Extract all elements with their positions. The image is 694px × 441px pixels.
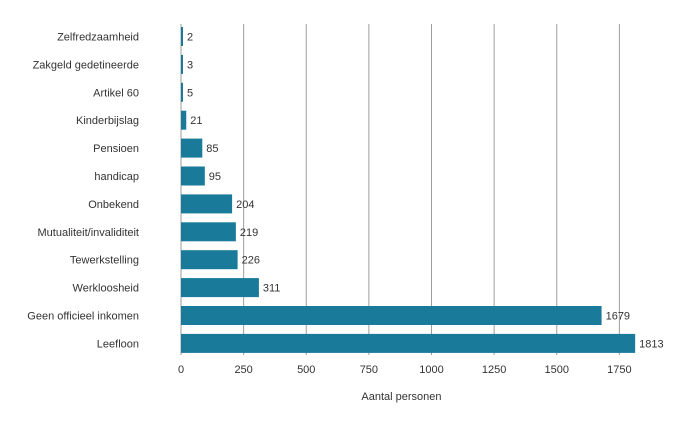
category-label: Onbekend [88, 199, 139, 211]
category-label: Artikel 60 [93, 87, 139, 99]
bar [181, 82, 183, 102]
x-tick-labels: 0 250 500 750 1000 1250 1500 1750 [178, 364, 632, 376]
bar [181, 306, 602, 325]
category-label: handicap [94, 171, 139, 183]
category-label: Zakgeld gedetineerde [33, 59, 139, 71]
bar [181, 138, 203, 158]
x-tick-label: 1750 [607, 364, 631, 376]
x-tick-label: 1500 [545, 364, 569, 376]
bar [181, 27, 183, 46]
category-label: Tewerkstelling [70, 255, 139, 267]
category-label: Geen officieel inkomen [27, 311, 139, 323]
x-axis-title: Aantal personen [361, 391, 441, 403]
bar [181, 166, 205, 186]
category-label: Leefloon [97, 338, 139, 350]
category-label: Kinderbijslag [76, 115, 139, 127]
x-tick-label: 500 [297, 364, 315, 376]
bar [181, 278, 259, 298]
value-label: 3 [187, 59, 193, 71]
x-tick-label: 1250 [482, 364, 506, 376]
category-labels: Zelfredzaamheid Zakgeld gedetineerde Artik… [27, 32, 139, 351]
x-tick-label: 750 [360, 364, 378, 376]
value-label: 95 [209, 171, 221, 183]
value-label: 226 [242, 255, 260, 267]
x-tick-label: 250 [234, 364, 252, 376]
value-label: 1813 [639, 338, 663, 350]
bar [181, 110, 187, 130]
x-tick-label: 0 [178, 364, 184, 376]
bar [181, 250, 238, 270]
value-label: 5 [187, 87, 193, 99]
gridlines [180, 24, 620, 355]
category-label: Mutualiteit/invaliditeit [38, 227, 140, 239]
x-tick-label: 1000 [419, 364, 443, 376]
value-label: 219 [240, 227, 258, 239]
value-label: 21 [190, 115, 202, 127]
category-label: Zelfredzaamheid [57, 32, 139, 44]
bar [181, 194, 233, 214]
value-labels: 2 3 5 21 85 95 204 219 226 311 1679 1813 [187, 32, 664, 351]
value-label: 2 [187, 32, 193, 44]
bars [181, 27, 636, 353]
value-label: 311 [263, 283, 281, 295]
value-label: 85 [206, 143, 218, 155]
category-label: Pensioen [93, 143, 139, 155]
value-label: 204 [236, 199, 254, 211]
bar [181, 333, 636, 353]
bar [181, 54, 183, 74]
value-label: 1679 [606, 311, 630, 323]
bar [181, 222, 236, 242]
category-label: Werkloosheid [73, 283, 139, 295]
